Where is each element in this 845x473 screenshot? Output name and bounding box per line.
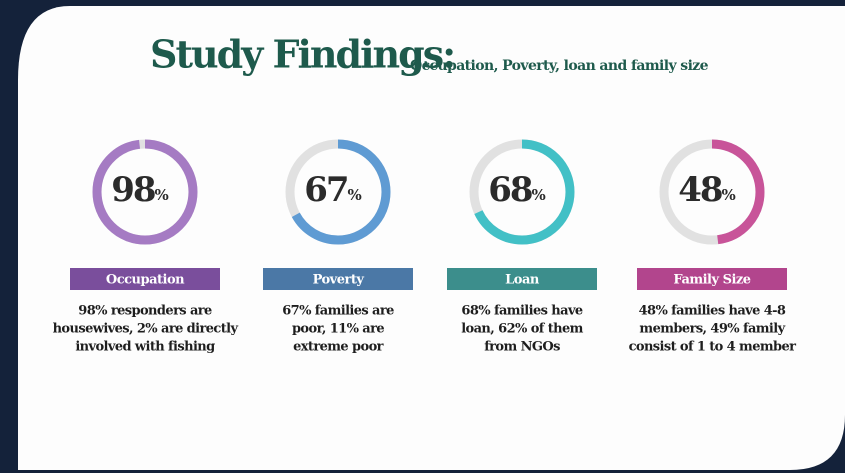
percent-value: 67 [304,170,347,210]
percent: 67% [304,170,361,210]
description-line: 68% families have [461,304,583,319]
description-line: loan, 62% of them [461,322,583,337]
percent: 48% [678,170,735,210]
percent: 98% [111,170,168,210]
percent-unit: % [532,186,546,204]
label: Loan [505,273,540,288]
description-line: involved with fishing [75,340,215,355]
title: Study Findings: [150,32,454,77]
label-bar [447,268,597,290]
slide-panel [18,6,845,470]
label: Occupation [106,273,185,288]
description-line: members, 49% family [639,322,785,337]
description-line: housewives, 2% are directly [53,322,239,337]
percent-value: 98 [111,170,155,210]
label: Family Size [673,273,750,288]
description-line: from NGOs [484,340,560,355]
donut-arc [469,139,575,245]
subtitle: Occupation, Poverty, loan and family siz… [410,58,709,74]
description-line: 48% families have 4-8 [639,304,786,319]
donut-arc [659,139,765,245]
description-line: poor, 11% are [292,322,384,337]
label-bar [637,268,787,290]
percent-value: 68 [488,170,532,210]
percent-unit: % [348,186,362,204]
label: Poverty [313,273,365,288]
donut-arc [285,139,391,245]
percent-value: 48 [678,170,722,210]
donut-arc [92,139,198,245]
description-line: 67% families are [282,304,394,319]
label-bar [70,268,220,290]
description-line: 98% responders are [78,304,212,319]
percent: 68% [488,170,545,210]
description-line: extreme poor [293,340,384,355]
percent-unit: % [155,186,169,204]
description-line: consist of 1 to 4 member [629,340,797,355]
label-bar [263,268,413,290]
percent-unit: % [722,186,736,204]
